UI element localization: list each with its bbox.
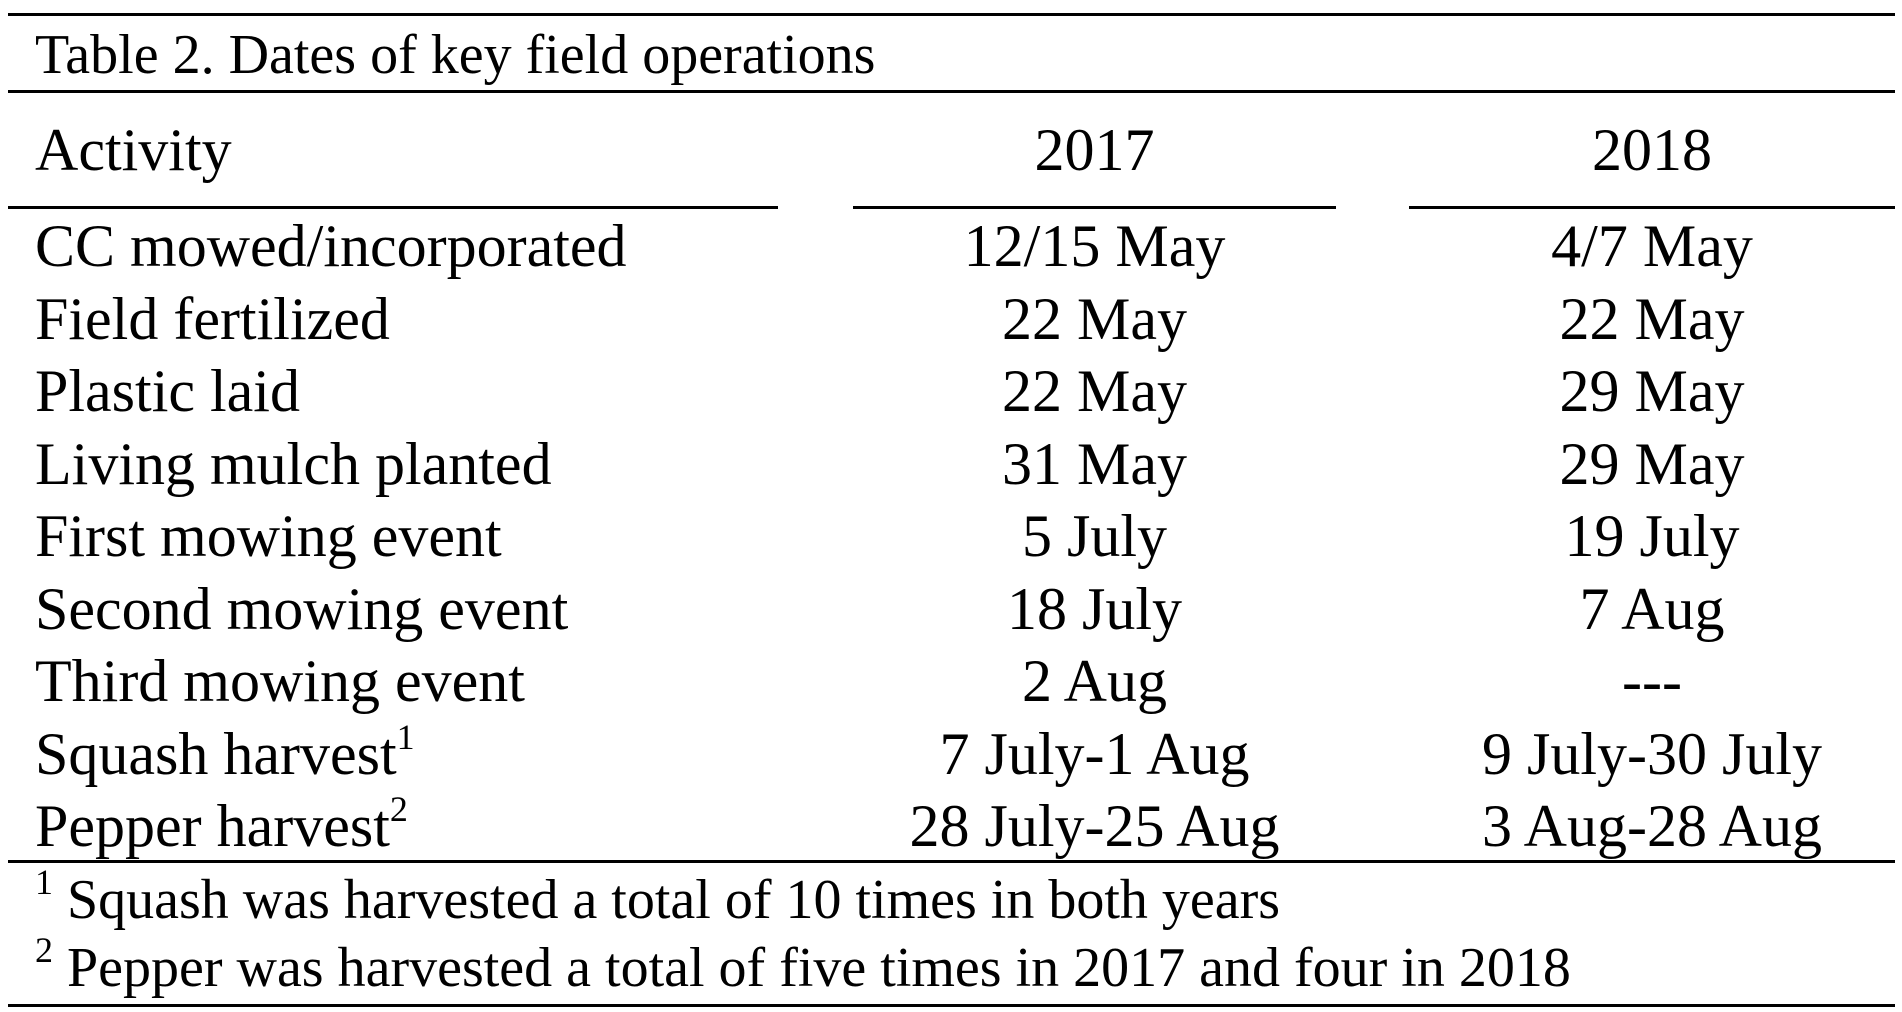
table-body: CC mowed/incorporated 12/15 May 4/7 May … xyxy=(0,210,1902,863)
footnote-1: 1 Squash was harvested a total of 10 tim… xyxy=(35,864,1281,934)
date-2018-cell: 9 July-30 July xyxy=(1481,720,1823,787)
table-row: Second mowing event 18 July 7 Aug xyxy=(0,573,1902,646)
footnote-marker: 1 xyxy=(396,716,415,757)
date-2017-cell: 22 May xyxy=(1002,358,1187,424)
footnote-marker: 2 xyxy=(389,789,408,829)
activity-cell: Second mowing event xyxy=(35,575,569,642)
date-2018-cell: 3 Aug-28 Aug xyxy=(1481,793,1823,859)
table-bottom-rule xyxy=(8,1004,1895,1007)
table-title: Table 2. Dates of key field operations xyxy=(35,24,876,86)
activity-cell: Field fertilized xyxy=(35,285,390,352)
activity-cell: Pepper harvest2 xyxy=(35,789,408,859)
date-2018-cell: --- xyxy=(1622,648,1682,714)
header-rule-2017 xyxy=(853,206,1336,209)
table-row: First mowing event 5 July 19 July xyxy=(0,500,1902,573)
table-row: Plastic laid 22 May 29 May xyxy=(0,355,1902,428)
column-header-activity: Activity xyxy=(35,117,232,183)
footnote-text: Squash was harvested a total of 10 times… xyxy=(53,869,1281,931)
activity-cell: Living mulch planted xyxy=(35,430,552,497)
date-2017-cell: 18 July xyxy=(1006,575,1183,642)
table-top-rule xyxy=(8,13,1895,16)
date-2017-cell: 7 July-1 Aug xyxy=(939,720,1250,787)
date-2017-cell: 12/15 May xyxy=(963,213,1226,279)
date-2018-cell: 29 May xyxy=(1559,430,1745,497)
date-2018-cell: 4/7 May xyxy=(1551,213,1753,279)
date-2017-cell: 28 July-25 Aug xyxy=(909,793,1280,859)
activity-cell: Squash harvest1 xyxy=(35,716,415,787)
date-2017-cell: 2 Aug xyxy=(1021,648,1168,714)
table-row: Field fertilized 22 May 22 May xyxy=(0,283,1902,356)
table-row: Living mulch planted 31 May 29 May xyxy=(0,428,1902,501)
date-2018-cell: 7 Aug xyxy=(1579,575,1725,642)
activity-cell: First mowing event xyxy=(35,503,502,569)
footnote-marker: 1 xyxy=(35,862,53,903)
table-row: Squash harvest1 7 July-1 Aug 9 July-30 J… xyxy=(0,718,1902,791)
date-2018-cell: 19 July xyxy=(1564,503,1740,569)
date-2018-cell: 22 May xyxy=(1559,285,1745,352)
activity-cell: Plastic laid xyxy=(35,358,300,424)
table-row: Third mowing event 2 Aug --- xyxy=(0,645,1902,718)
body-bottom-rule xyxy=(8,860,1895,863)
column-header-2017: 2017 xyxy=(1034,117,1155,183)
footnote-marker: 2 xyxy=(35,930,53,971)
column-header-2018: 2018 xyxy=(1592,117,1712,183)
activity-cell: CC mowed/incorporated xyxy=(35,213,627,279)
activity-cell: Third mowing event xyxy=(35,648,525,714)
table-row: CC mowed/incorporated 12/15 May 4/7 May xyxy=(0,210,1902,283)
date-2017-cell: 5 July xyxy=(1021,503,1168,569)
date-2017-cell: 22 May xyxy=(1002,285,1187,352)
footnote-2: 2 Pepper was harvested a total of five t… xyxy=(35,932,1571,1002)
footnote-text: Pepper was harvested a total of five tim… xyxy=(53,937,1571,999)
header-rule-2018 xyxy=(1409,206,1895,209)
date-2018-cell: 29 May xyxy=(1559,358,1745,424)
title-rule xyxy=(8,90,1895,93)
table-row: Pepper harvest2 28 July-25 Aug 3 Aug-28 … xyxy=(0,790,1902,863)
date-2017-cell: 31 May xyxy=(1002,430,1187,497)
header-rule-activity xyxy=(8,206,778,209)
